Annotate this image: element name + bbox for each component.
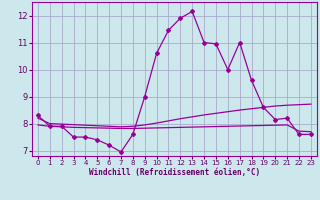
X-axis label: Windchill (Refroidissement éolien,°C): Windchill (Refroidissement éolien,°C) [89, 168, 260, 177]
